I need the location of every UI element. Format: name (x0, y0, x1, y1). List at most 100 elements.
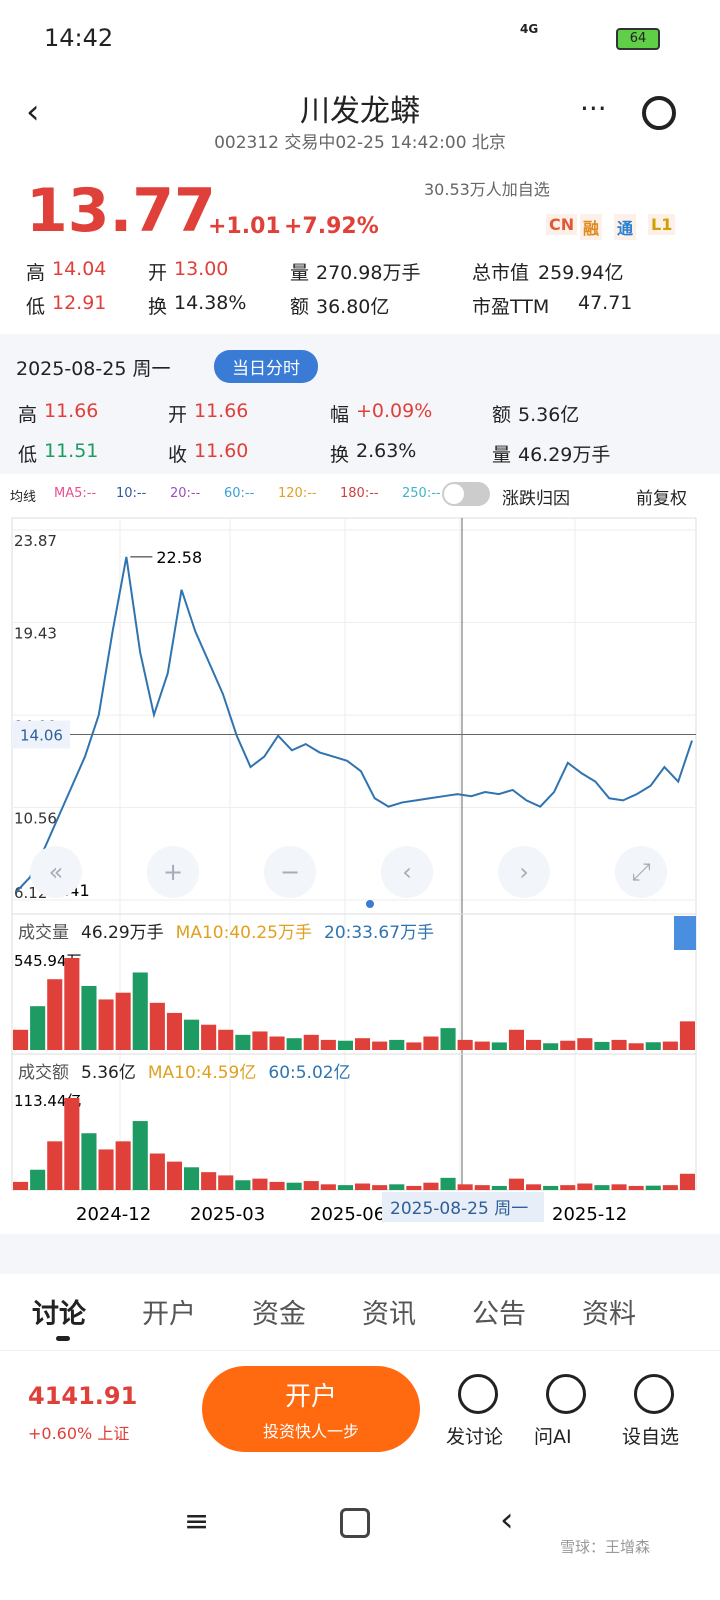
bar (132, 972, 148, 1050)
tab[interactable]: 讨论 (32, 1299, 86, 1330)
stat-label: 量 (290, 262, 310, 284)
ma-item: 180:-- (340, 486, 379, 501)
bar (115, 992, 131, 1050)
stat-value: 13.00 (174, 258, 229, 280)
clock: 14:42 (44, 24, 114, 52)
open-button[interactable] (202, 1366, 420, 1452)
bar (611, 1039, 627, 1050)
bar (132, 1121, 148, 1190)
panel-legend: 5.36亿 (81, 1063, 136, 1083)
stat-label: 高 (18, 404, 38, 426)
more[interactable]: ··· (580, 92, 607, 125)
bar (577, 1183, 593, 1190)
bar (372, 1041, 388, 1050)
spacer (0, 1234, 720, 1274)
control-icon: ‹ (402, 858, 412, 886)
bar (218, 1175, 234, 1190)
action-icon[interactable] (634, 1374, 674, 1414)
change-pct: +7.92% (284, 214, 379, 239)
stat-value: 36.80亿 (316, 296, 390, 318)
bar (389, 1184, 405, 1190)
control (615, 846, 667, 898)
stat-value: +0.09% (356, 400, 433, 422)
nav-menu[interactable]: ≡ (184, 1504, 210, 1539)
bar (303, 1034, 319, 1050)
stat-label: 市盈TTM (472, 296, 550, 318)
bar (184, 1019, 200, 1050)
stat-value: 46.29万手 (518, 444, 611, 466)
followers: 30.53万人加自选 (424, 180, 550, 199)
control (147, 846, 199, 898)
bar (286, 1038, 302, 1050)
bar (355, 1038, 371, 1050)
tab[interactable]: 资讯 (362, 1299, 416, 1330)
bar (30, 1169, 46, 1190)
panel-legend: 成交额 (18, 1063, 69, 1083)
bar (474, 1041, 490, 1050)
nav-home[interactable] (340, 1508, 370, 1538)
stat-value: 11.60 (194, 440, 249, 462)
bar (491, 1185, 507, 1190)
bar (13, 1029, 29, 1050)
stat-label: 开 (168, 404, 188, 426)
index: 4141.91 (28, 1382, 138, 1410)
tab[interactable]: 资料 (582, 1299, 636, 1330)
stat-label: 总市值 (472, 262, 530, 284)
tab[interactable]: 开户 (142, 1299, 196, 1330)
bar (645, 1042, 661, 1050)
open-label: 开户 (284, 1382, 337, 1412)
bar (406, 1042, 422, 1050)
action-icon[interactable] (546, 1374, 586, 1414)
stat-label: 换 (148, 296, 168, 318)
bar (47, 979, 63, 1050)
bar (201, 1172, 217, 1190)
panel-legend: 成交量 (18, 923, 69, 943)
bar (560, 1185, 576, 1190)
toggle[interactable] (442, 482, 490, 506)
bar (30, 1006, 46, 1050)
bar (628, 1043, 644, 1050)
page-dot (366, 900, 374, 908)
bar (628, 1185, 644, 1190)
ma-item: MA5:-- (54, 486, 97, 501)
bar (662, 1041, 678, 1050)
day-button[interactable]: 当日分时 (214, 350, 318, 383)
back[interactable]: ‹ (26, 92, 40, 132)
action-icon[interactable] (458, 1374, 498, 1414)
panel-legend: MA10:40.25万手 (176, 923, 312, 943)
bar (508, 1178, 524, 1190)
watermark: 雪球：王增森 (560, 1538, 651, 1556)
stat-label: 幅 (330, 404, 350, 426)
price: 13.77 (26, 176, 216, 246)
stat-label: 额 (290, 296, 310, 318)
bar (81, 1133, 97, 1190)
badge: L1 (648, 214, 676, 235)
title: 川发龙蟒 (300, 94, 420, 129)
stat-label: 低 (18, 444, 38, 466)
bar (64, 958, 80, 1050)
tab-indicator (56, 1336, 70, 1341)
control (30, 846, 82, 898)
bar (320, 1039, 336, 1050)
bar (526, 1039, 542, 1050)
search[interactable] (642, 96, 676, 130)
ma-item: 120:-- (278, 486, 317, 501)
bar (679, 1173, 695, 1190)
control-icon: − (280, 858, 300, 886)
bar (372, 1185, 388, 1190)
adjust[interactable]: 前复权 (636, 489, 687, 509)
bar (577, 1038, 593, 1050)
change: +1.01 (208, 214, 281, 239)
action-label: 发讨论 (446, 1426, 504, 1448)
bar (611, 1184, 627, 1190)
nav-back[interactable]: ‹ (500, 1500, 514, 1540)
stat-value: 11.66 (194, 400, 249, 422)
tab[interactable]: 公告 (472, 1299, 526, 1330)
bar (560, 1040, 576, 1050)
stat-value: 5.36亿 (518, 404, 580, 426)
stat-label: 量 (492, 444, 512, 466)
stat-value: 11.51 (44, 440, 99, 462)
divider (0, 1350, 720, 1351)
tab[interactable]: 资金 (252, 1299, 306, 1330)
